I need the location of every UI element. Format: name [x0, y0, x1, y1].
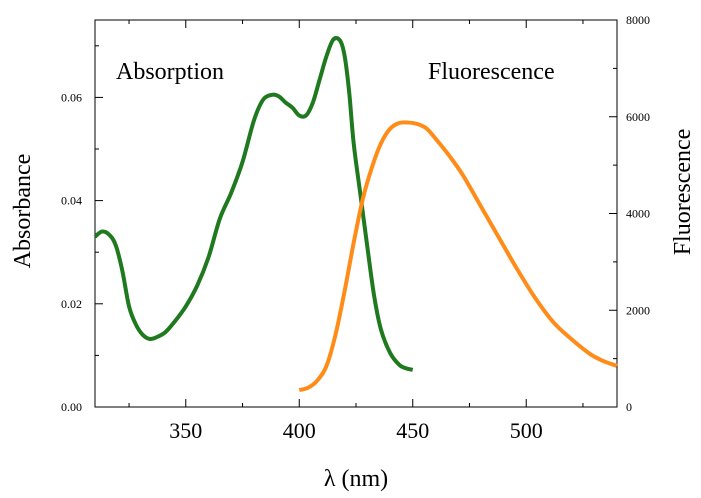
y-right-tick-label: 6000 [626, 110, 650, 124]
y-right-tick-label: 0 [626, 400, 632, 414]
x-axis-title: λ (nm) [324, 466, 388, 492]
y-right-tick-label: 2000 [626, 303, 650, 317]
annotation-absorption: Absorption [116, 59, 224, 85]
x-tick-label: 500 [510, 418, 543, 443]
series-layer [93, 36, 618, 393]
ticks-layer: 350 400 450 500 0.00 0.02 0.04 0.06 0 2000 4000 600… [61, 13, 650, 443]
y-right-tick-label: 8000 [626, 13, 650, 27]
y-right-tick-label: 4000 [626, 207, 650, 221]
x-tick-label: 350 [169, 418, 202, 443]
y-left-tick-label: 0.00 [61, 400, 82, 414]
y-left-tick-label: 0.06 [61, 90, 82, 104]
fluorescence-series-line [298, 120, 618, 393]
y-left-tick-label: 0.04 [61, 194, 82, 208]
y-axis-title-right: Fluorescence [670, 129, 696, 256]
annotation-fluorescence: Fluorescence [428, 59, 555, 85]
x-tick-label: 400 [283, 418, 316, 443]
absorbance-series-line [93, 36, 414, 372]
y-left-tick-label: 0.02 [61, 297, 82, 311]
x-tick-label: 450 [396, 418, 429, 443]
y-axis-title-left: Absorbance [10, 154, 36, 269]
